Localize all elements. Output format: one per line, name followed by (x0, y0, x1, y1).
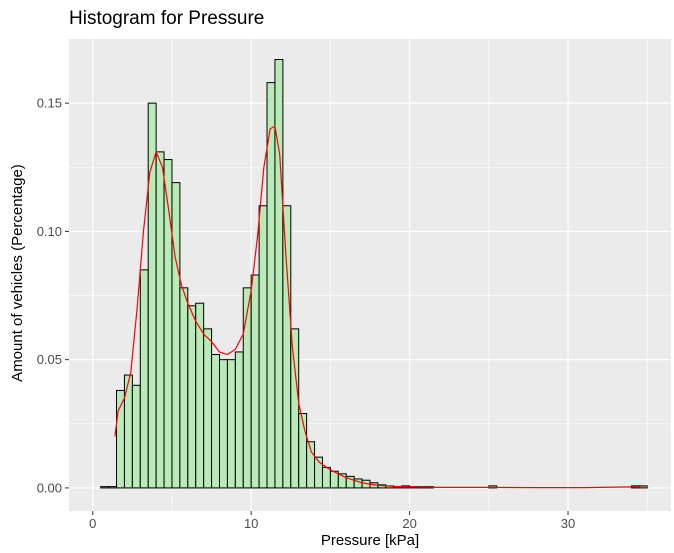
histogram-bar (203, 328, 213, 489)
histogram-bar (290, 328, 300, 489)
histogram-bar (321, 466, 331, 489)
y-tick-label: 0.15 (37, 96, 62, 111)
chart-title: Histogram for Pressure (69, 8, 264, 29)
histogram-bar (226, 359, 236, 489)
histogram-bar (155, 151, 165, 489)
histogram-bar (242, 287, 252, 489)
histogram-bar (250, 274, 260, 489)
histogram-bar (187, 305, 197, 489)
x-tick-label: 20 (402, 516, 416, 531)
histogram-bar (171, 182, 181, 489)
histogram-bar (298, 413, 308, 489)
y-tick-label: 0.05 (37, 352, 62, 367)
histogram-bar (282, 205, 292, 489)
histogram-bar (211, 354, 221, 489)
x-tick-label: 0 (89, 516, 96, 531)
y-axis: 0.00 0.05 0.10 0.15 (37, 96, 69, 495)
x-axis-title: Pressure [kPa] (321, 532, 419, 549)
x-tick-label: 10 (244, 516, 258, 531)
histogram-bar (274, 59, 284, 489)
density-curve (114, 125, 648, 489)
histogram-bar (147, 102, 157, 489)
histogram-bar (258, 205, 268, 489)
y-tick-label: 0.00 (37, 480, 62, 495)
histogram-bar (179, 287, 189, 489)
histogram-bar (100, 486, 110, 489)
histogram-bar (131, 384, 141, 489)
x-axis: 0 10 20 30 (89, 511, 575, 531)
gridlines (69, 39, 671, 511)
y-axis-title: Amount of vehicles (Percentage) (9, 164, 26, 382)
y-tick-label: 0.10 (37, 224, 62, 239)
x-tick-label: 30 (561, 516, 575, 531)
histogram-bar (108, 486, 118, 489)
histogram-bar (195, 302, 205, 489)
histogram-bar (219, 359, 228, 489)
histogram-bar (139, 269, 149, 489)
histogram-bar (234, 351, 244, 489)
histogram-bars (100, 59, 648, 489)
